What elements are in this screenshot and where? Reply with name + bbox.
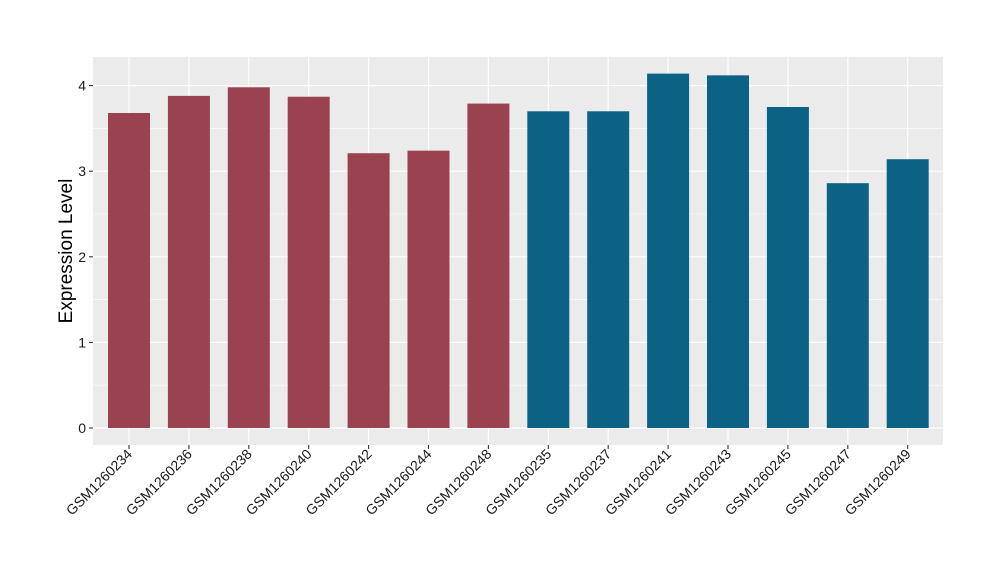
bar-GSM1260235: [527, 111, 570, 428]
bar-GSM1260237: [587, 111, 630, 428]
y-tick-label: 4: [78, 78, 86, 94]
y-tick-label: 0: [78, 420, 86, 436]
plot-panel: [93, 57, 943, 445]
bar-GSM1260247: [826, 183, 869, 428]
bar-GSM1260240: [287, 96, 330, 428]
bar-GSM1260234: [108, 112, 150, 428]
bar-GSM1260238: [227, 87, 270, 428]
bar-GSM1260244: [407, 150, 450, 428]
bar-GSM1260249: [886, 159, 929, 428]
y-axis-title: Expression Level: [56, 179, 77, 324]
bar-GSM1260248: [467, 103, 510, 429]
bar-GSM1260236: [167, 95, 210, 428]
y-tick-label: 2: [78, 249, 86, 265]
x-axis: GSM1260234GSM1260236GSM1260238GSM1260240…: [63, 445, 914, 518]
y-tick-label: 3: [78, 163, 86, 179]
bar-GSM1260241: [647, 73, 690, 428]
y-tick-label: 1: [78, 334, 86, 350]
bar-GSM1260242: [347, 153, 390, 428]
y-axis: 0 1 2 3 4: [78, 78, 93, 436]
bars: [108, 73, 929, 429]
bar-GSM1260245: [766, 107, 809, 428]
bar-GSM1260243: [707, 75, 749, 428]
